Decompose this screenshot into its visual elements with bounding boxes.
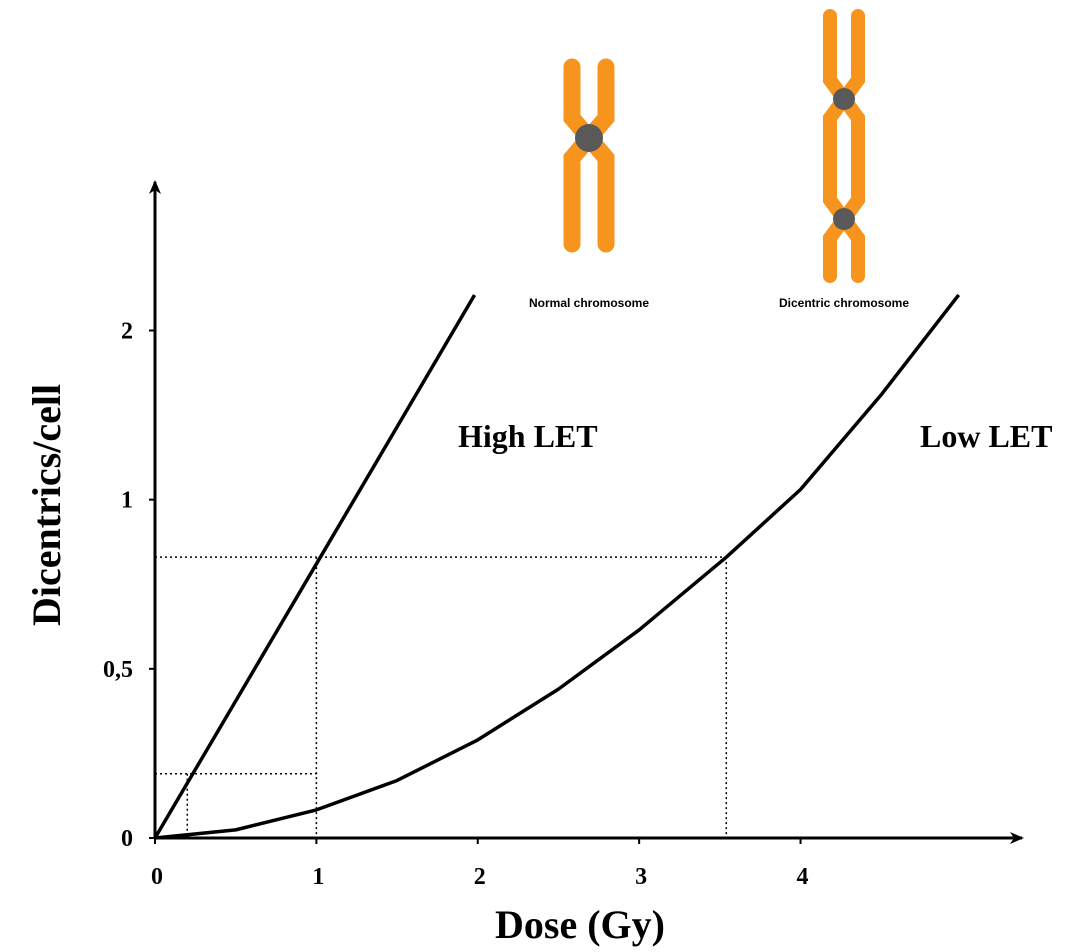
series-label: Low LET xyxy=(920,418,1052,454)
line xyxy=(154,293,961,840)
x-tick-label: 3 xyxy=(635,864,647,890)
series-label: High LET xyxy=(458,418,598,454)
x-tick-label: 0 xyxy=(151,864,163,890)
chromosome-label: Dicentric chromosome xyxy=(779,296,909,310)
y-tick-label: 1 xyxy=(121,488,133,514)
y-axis-label: Dicentrics/cell xyxy=(24,384,69,626)
x-axis-label: Dose (Gy) xyxy=(495,902,665,947)
x-tick-label: 2 xyxy=(474,864,486,890)
dicentric-chromosome xyxy=(823,9,865,283)
normal-chromosome xyxy=(563,58,615,253)
y-tick-label: 0 xyxy=(121,826,133,852)
line xyxy=(153,294,477,839)
x-tick-label: 4 xyxy=(797,864,809,890)
x-tick-label: 1 xyxy=(312,864,324,890)
y-tick-label: 2 xyxy=(121,318,133,344)
chromosome-label: Normal chromosome xyxy=(529,296,649,310)
y-tick-label: 0,5 xyxy=(103,657,133,683)
